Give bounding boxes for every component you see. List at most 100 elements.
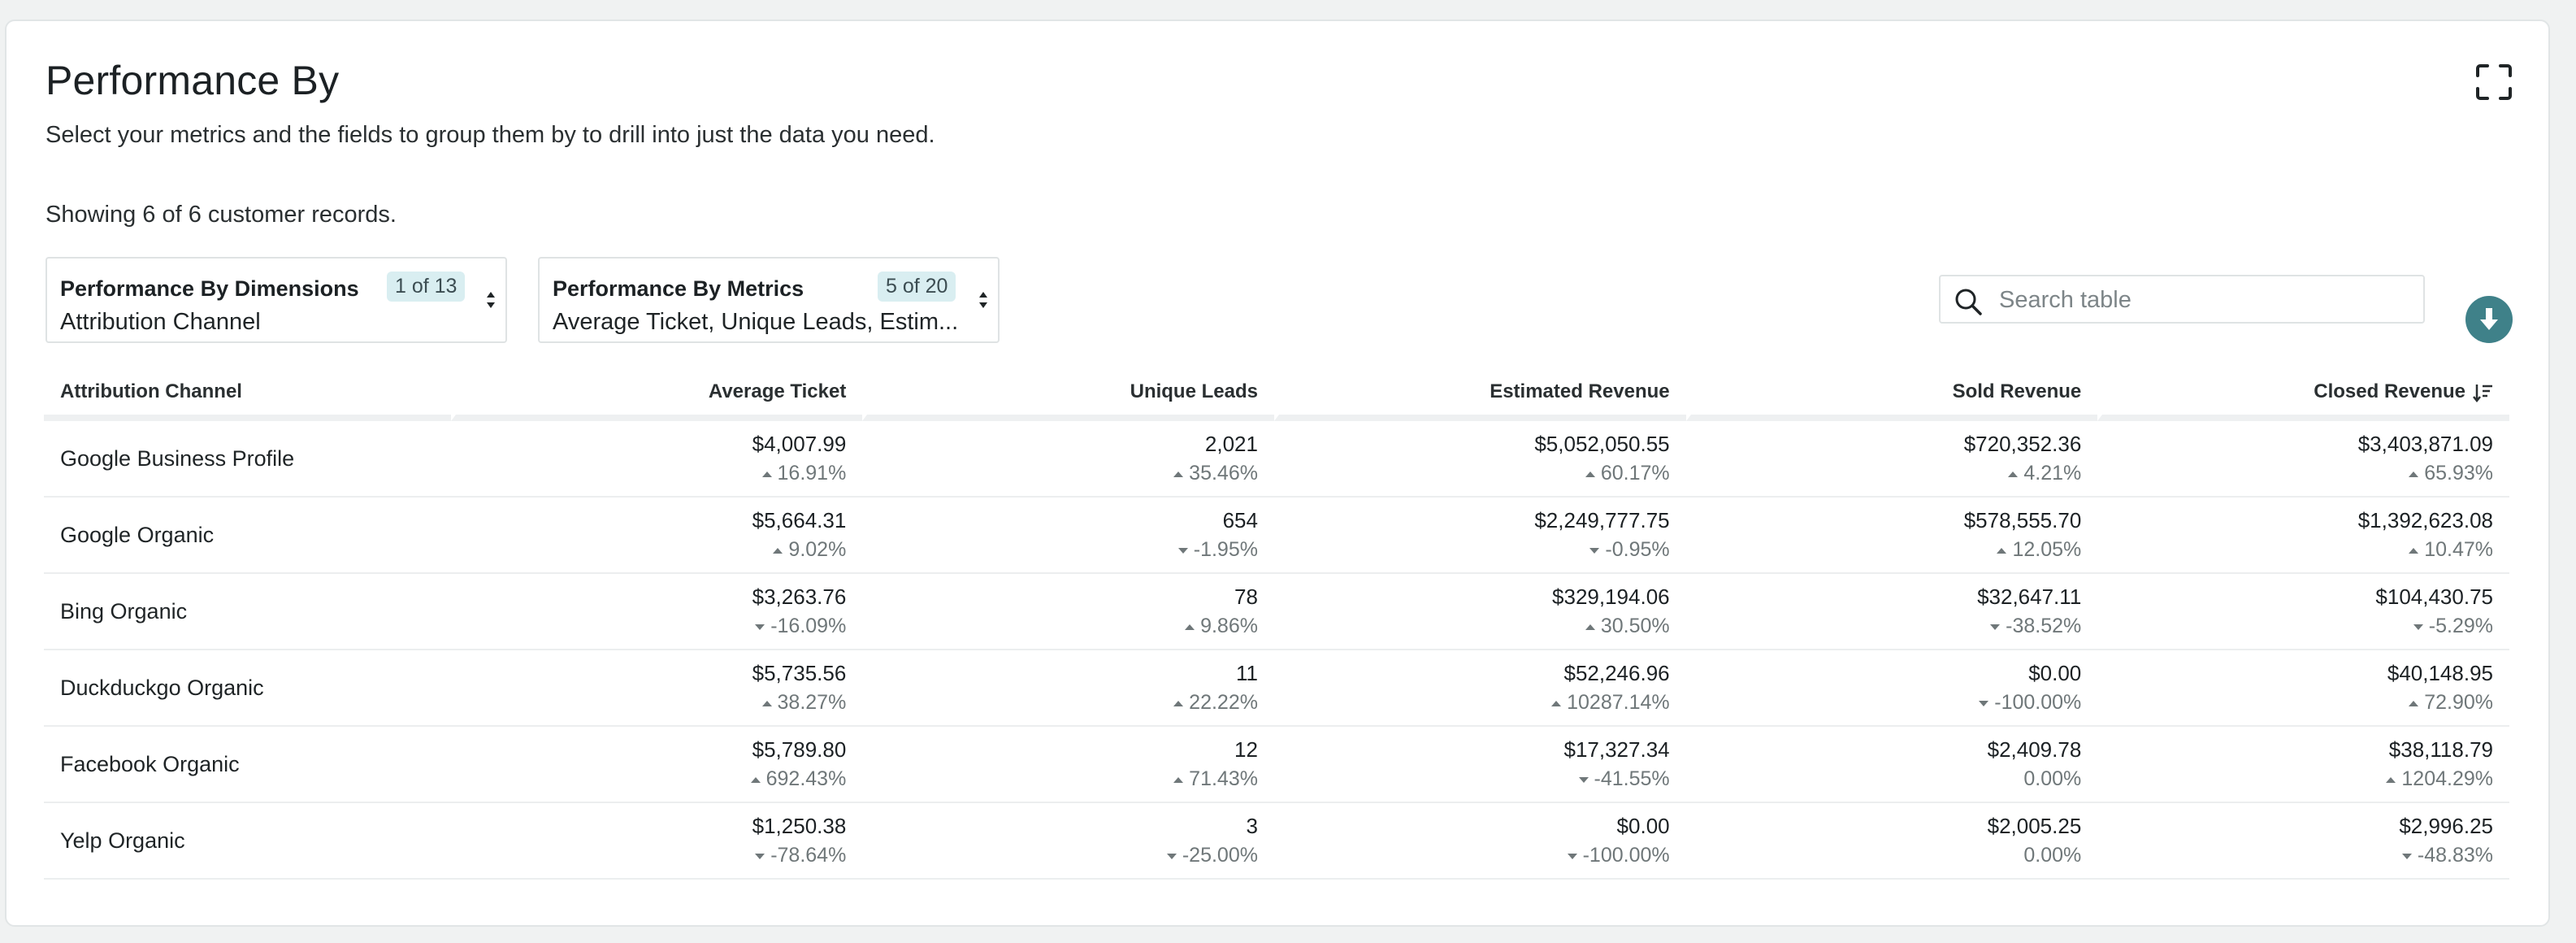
metric-change-text: 65.93% [2424,462,2493,485]
increase-arrow-icon [1585,471,1595,477]
increase-arrow-icon [2409,547,2419,554]
metric-value: $5,664.31 [752,508,847,532]
download-button[interactable] [2465,296,2513,343]
metric-change: 10287.14% [1290,688,1670,717]
increase-arrow-icon [761,471,772,477]
metric-value: $5,052,050.55 [1534,432,1670,456]
metric-change: 72.90% [2114,688,2493,717]
metric-value: $4,007.99 [752,432,847,456]
metric-change: 692.43% [467,764,846,793]
metric-cell: $17,327.34 -41.55% [1273,727,1686,803]
metric-change-text: -25.00% [1182,844,1258,867]
metric-change-text: -100.00% [1994,691,2082,714]
decrease-arrow-icon [1578,776,1589,783]
metric-value: $578,555.70 [1963,508,2082,532]
metric-change-text: -41.55% [1594,767,1670,790]
column-header-closed-revenue[interactable]: Closed Revenue [2097,369,2509,421]
search-input[interactable] [1997,283,2407,317]
metrics-count-badge: 5 of 20 [878,272,956,302]
metric-change-text: 71.43% [1189,767,1258,790]
increase-arrow-icon [1551,700,1562,706]
dimensions-picker-value: Attribution Channel [60,309,261,335]
metric-change-text: 10287.14% [1567,691,1670,714]
column-header-sold-revenue[interactable]: Sold Revenue [1685,369,2098,421]
metric-cell: 654 -1.95% [862,498,1274,574]
metric-value: $3,263.76 [752,584,847,609]
metric-change: 30.50% [1290,611,1670,641]
metric-change: 0.00% [1702,764,2081,793]
metric-change-text: -78.64% [770,844,847,867]
decrease-arrow-icon [755,853,765,859]
decrease-arrow-icon [1990,624,2001,630]
expand-icon[interactable] [2475,63,2513,101]
metric-cell: $2,409.78 0.00% [1685,727,2098,803]
increase-arrow-icon [2409,471,2419,477]
metric-cell: $32,647.11 -38.52% [1685,574,2098,650]
column-header-closed-revenue-label: Closed Revenue [2314,380,2465,402]
metric-change: 9.86% [878,611,1258,641]
decrease-arrow-icon [1979,700,1989,706]
metric-change: -0.95% [1290,535,1670,564]
metric-value: $5,789.80 [752,737,847,762]
dimensions-picker-label: Performance By Dimensions [60,276,359,301]
metric-value: $720,352.36 [1963,432,2082,456]
row-channel-name: Bing Organic [44,574,451,650]
table-row: Google Organic $5,664.31 9.02% 654 -1.95% $2,… [44,498,2509,574]
metric-cell: $2,005.25 0.00% [1685,803,2098,880]
metric-value: $3,403,871.09 [2357,432,2493,456]
metric-value: $0.00 [2028,661,2082,685]
metric-value: $0.00 [1616,814,1670,838]
increase-arrow-icon [1185,624,1195,630]
metric-value: $329,194.06 [1552,584,1670,609]
metric-value: 654 [1222,508,1258,532]
metric-change-text: 0.00% [2023,844,2082,867]
metric-value: $104,430.75 [2375,584,2493,609]
metric-cell: $720,352.36 4.21% [1685,421,2098,498]
metric-value: $2,996.25 [2399,814,2493,838]
metric-value: 11 [1235,661,1258,685]
column-header-attribution-channel[interactable]: Attribution Channel [44,369,451,421]
metric-value: $2,005.25 [1987,814,2082,838]
metric-change: -41.55% [1290,764,1670,793]
metric-change-text: 16.91% [777,462,847,485]
metric-change: -1.95% [878,535,1258,564]
metric-change: 65.93% [2114,458,2493,488]
increase-arrow-icon [2008,471,2019,477]
metric-cell: 2,021 35.46% [862,421,1274,498]
metric-value: $52,246.96 [1563,661,1670,685]
column-header-average-ticket[interactable]: Average Ticket [450,369,863,421]
metric-change-text: 72.90% [2424,691,2493,714]
search-icon [1955,289,1982,315]
page-subtitle: Select your metrics and the fields to gr… [46,122,935,148]
metrics-picker[interactable]: Performance By Metrics 5 of 20 Average T… [538,257,1000,343]
metric-cell: $0.00 -100.00% [1273,803,1686,880]
metric-value: 3 [1246,814,1258,838]
metric-value: 12 [1234,737,1258,762]
column-header-unique-leads[interactable]: Unique Leads [862,369,1274,421]
decrease-arrow-icon [1567,853,1577,859]
metric-change-text: -48.83% [2417,844,2493,867]
table-row: Duckduckgo Organic $5,735.56 38.27% 11 22.22… [44,650,2509,727]
metric-change: 4.21% [1702,458,2081,488]
metric-cell: $3,403,871.09 65.93% [2097,421,2509,498]
metric-cell: $38,118.79 1204.29% [2097,727,2509,803]
metric-cell: $329,194.06 30.50% [1273,574,1686,650]
metric-value: $5,735.56 [752,661,847,685]
metric-change-text: 22.22% [1189,691,1258,714]
dimensions-picker[interactable]: Performance By Dimensions 1 of 13 Attrib… [46,257,507,343]
decrease-arrow-icon [1589,547,1600,554]
performance-card: Performance By Select your metrics and t… [5,20,2550,927]
decrease-arrow-icon [755,624,765,630]
metric-change-text: 30.50% [1600,615,1670,637]
metric-change: 9.02% [467,535,846,564]
metric-change-text: 10.47% [2424,538,2493,561]
metric-change: -25.00% [878,841,1258,870]
metric-change: 1204.29% [2114,764,2493,793]
metric-cell: $4,007.99 16.91% [450,421,863,498]
search-box[interactable] [1939,275,2425,324]
metric-value: $17,327.34 [1563,737,1670,762]
column-header-estimated-revenue[interactable]: Estimated Revenue [1273,369,1686,421]
metric-change: 60.17% [1290,458,1670,488]
metric-value: $32,647.11 [1977,584,2082,609]
page-title: Performance By [46,58,340,103]
